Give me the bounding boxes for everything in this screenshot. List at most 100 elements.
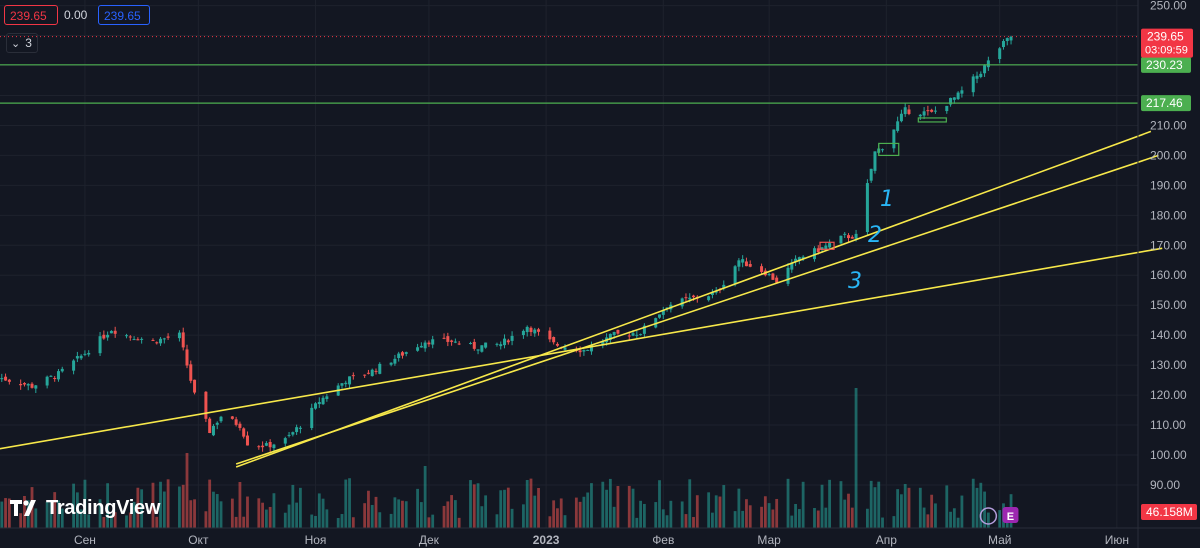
volume-bar <box>627 485 631 528</box>
volume-bar <box>185 453 189 528</box>
chevron-down-icon: ⌄ <box>11 38 21 50</box>
candle-body <box>631 333 635 336</box>
volume-bar <box>537 487 540 528</box>
candle-body <box>828 243 832 248</box>
candle-body <box>450 340 454 342</box>
candle-body <box>537 329 541 332</box>
candle-body <box>820 247 824 250</box>
volume-bar <box>661 509 665 528</box>
horizontal-levels[interactable] <box>0 36 1138 104</box>
candle-body <box>744 261 748 267</box>
time-tick-label: Окт <box>188 533 209 547</box>
volume-bar <box>476 483 480 528</box>
candle-body <box>245 435 249 446</box>
candle-body <box>983 65 987 74</box>
time-tick-label: Апр <box>876 533 898 547</box>
earnings-marker-icon <box>1002 507 1019 523</box>
volume-bar <box>60 508 64 528</box>
volume-bar <box>264 509 268 528</box>
volume-bar <box>680 501 684 528</box>
candle-body <box>125 335 129 337</box>
candle-body <box>741 259 745 263</box>
candle-body <box>971 76 975 93</box>
trendlines[interactable] <box>0 130 1163 468</box>
annotation-3: 3 <box>848 269 862 294</box>
time-tick-label: Дек <box>419 533 440 547</box>
candle-body <box>801 256 805 259</box>
volume-bar <box>261 502 264 528</box>
volume-bar <box>257 498 261 528</box>
candle-body <box>873 151 877 171</box>
time-tick-label: Июн <box>1105 533 1129 547</box>
event-markers: E <box>979 507 1019 525</box>
bid-price-box[interactable]: 239.65 <box>4 5 58 25</box>
volume-bar <box>230 498 234 528</box>
volume-bar <box>692 517 695 528</box>
volume-bar <box>711 512 714 528</box>
ask-price-box[interactable]: 239.65 <box>98 5 150 25</box>
candle-body <box>589 345 593 352</box>
price-tick-label: 120.00 <box>1150 388 1187 402</box>
candle-body <box>366 372 370 374</box>
candle-body <box>264 443 268 446</box>
indicators-toggle[interactable]: ⌄ 3 <box>6 33 38 53</box>
price-axis[interactable]: 250.00 210.00 200.00 190.00 180.00 170.00 160.… <box>1137 0 1197 548</box>
candle-body <box>159 338 163 344</box>
volume-bar <box>242 516 246 528</box>
volume-bar <box>204 511 208 528</box>
candle-body <box>843 233 847 235</box>
candle-body <box>907 109 911 114</box>
volume-bar <box>193 499 196 528</box>
candle-body <box>986 60 990 68</box>
volume-bar <box>745 499 748 528</box>
highlight-box-green <box>917 117 947 123</box>
candle-body <box>79 355 83 359</box>
candle-body <box>257 446 261 448</box>
volume-bar <box>903 484 907 528</box>
volume-bar <box>106 483 110 528</box>
candle-body <box>4 376 8 381</box>
candle-body <box>75 356 79 359</box>
volume-bar <box>34 508 38 528</box>
candle-body <box>185 349 189 366</box>
volume-bar <box>49 499 53 528</box>
candle-body <box>680 298 684 307</box>
price-tick-label: 110.00 <box>1150 418 1186 432</box>
candle-body <box>348 376 352 385</box>
volume-bar <box>525 480 529 528</box>
volume-bar <box>979 482 983 528</box>
volume-bar <box>733 511 737 528</box>
price-tick-label: 160.00 <box>1150 268 1187 282</box>
volume-bar <box>363 503 367 528</box>
volume-bar <box>506 487 510 528</box>
volume-bar <box>423 466 427 528</box>
candle-body <box>639 334 643 336</box>
volume-bar <box>238 481 242 528</box>
volume-bar <box>325 509 329 528</box>
volume-bar <box>748 505 752 528</box>
highlight-boxes <box>819 117 947 250</box>
volume-bar <box>208 479 212 528</box>
trendline-3 <box>0 247 1163 450</box>
volume-bar <box>639 500 642 528</box>
candle-body <box>930 109 934 112</box>
volume-bar <box>866 508 869 528</box>
time-axis[interactable]: Сен Окт Ноя Дек 2023 Фев Мар Апр Май Июн <box>0 527 1200 547</box>
candle-body <box>26 383 30 386</box>
candle-body <box>812 248 816 260</box>
candle-body <box>608 333 612 340</box>
volume-bar <box>23 495 26 528</box>
volume-bar <box>684 514 688 528</box>
volume-bar <box>767 503 771 528</box>
volume-bar <box>971 478 975 528</box>
volume-bar <box>998 510 1002 528</box>
volume-bar <box>608 478 612 528</box>
candle-body <box>374 370 378 372</box>
volume-bar <box>348 478 351 528</box>
tradingview-logo[interactable]: TradingView <box>10 496 160 520</box>
annotation-1: 1 <box>880 187 894 212</box>
volume-bar <box>79 509 83 528</box>
candle-body <box>839 235 843 244</box>
volume-bar <box>166 479 170 528</box>
